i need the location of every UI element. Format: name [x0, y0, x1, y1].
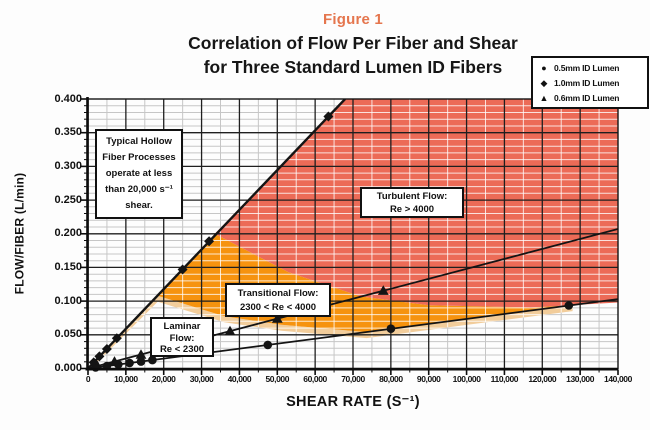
data-point-triangle — [109, 356, 120, 366]
y-tick-label: 0.300 — [54, 159, 82, 172]
data-point-circle — [148, 355, 157, 365]
data-point-triangle — [135, 349, 147, 359]
x-tick-label: 0 — [85, 374, 91, 384]
x-tick-label: 100,000 — [452, 374, 481, 384]
data-point-circle — [136, 357, 146, 366]
data-point-diamond — [94, 351, 105, 362]
series-markers — [88, 111, 574, 372]
y-tick-label: 0.400 — [54, 92, 82, 105]
data-point-diamond — [101, 344, 112, 354]
data-point-diamond — [111, 333, 122, 344]
data-point-circle — [125, 358, 134, 368]
x-tick-label: 130,000 — [566, 374, 595, 384]
data-point-diamond — [177, 264, 188, 275]
y-tick-label: 0.200 — [54, 227, 82, 240]
x-tick-label: 30,000 — [189, 374, 214, 384]
y-tick-label: 0.350 — [54, 126, 82, 139]
x-tick-label: 90,000 — [416, 374, 441, 384]
x-tick-label: 40,000 — [227, 374, 252, 384]
y-tick-label: 0.150 — [54, 260, 82, 273]
data-point-diamond — [204, 236, 215, 247]
x-tick-label: 120,000 — [528, 374, 557, 384]
data-point-triangle — [271, 313, 283, 323]
x-tick-label: 10,000 — [114, 374, 138, 384]
series-line — [88, 99, 346, 369]
x-tick-label: 60,000 — [303, 374, 327, 384]
data-point-triangle — [92, 360, 103, 371]
y-tick-label: 0.050 — [54, 328, 82, 341]
data-point-diamond — [323, 111, 334, 122]
x-tick-label: 50,000 — [265, 374, 290, 384]
y-tick-label: 0.100 — [54, 294, 82, 307]
laminar-region — [88, 295, 573, 369]
axes — [81, 97, 619, 375]
data-point-triangle — [377, 285, 389, 295]
y-tick-label: 0.250 — [54, 193, 82, 206]
x-tick-label: 140,000 — [604, 374, 632, 384]
data-point-circle — [263, 340, 273, 350]
x-tick-label: 80,000 — [379, 374, 403, 384]
x-tick-label: 70,000 — [341, 374, 365, 384]
data-point-circle — [386, 324, 396, 334]
y-tick-label: 0.000 — [54, 362, 82, 374]
data-point-triangle — [224, 325, 236, 336]
x-tick-label: 110,000 — [490, 374, 519, 384]
x-tick-label: 20,000 — [151, 374, 176, 384]
data-point-circle — [564, 301, 574, 310]
